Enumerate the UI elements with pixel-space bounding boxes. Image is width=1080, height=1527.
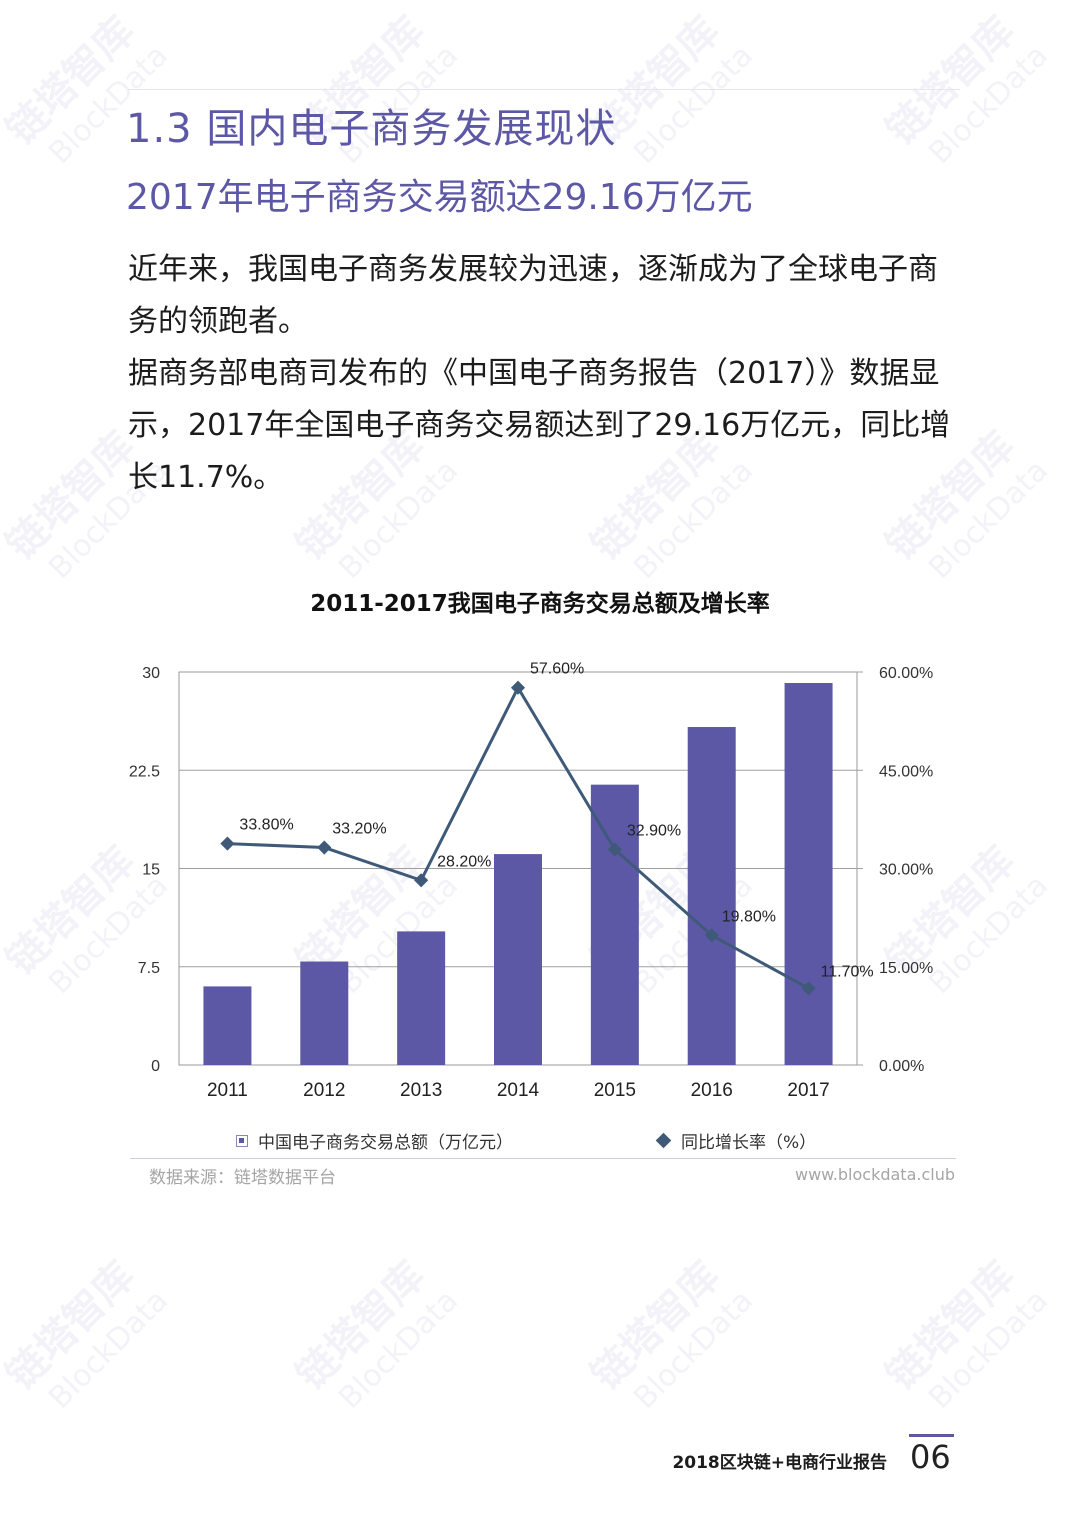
growth-data-label: 57.60% [530, 661, 584, 678]
bar [784, 683, 833, 1065]
data-source: 数据来源：链塔数据平台 [149, 1168, 336, 1188]
chart-title: 2011-2017我国电子商务交易总额及增长率 [310, 591, 770, 617]
y-tick-label: 22.5 [129, 763, 160, 780]
legend-diamond-icon [655, 1132, 672, 1149]
x-tick-label: 2012 [303, 1080, 345, 1101]
svg-text:链塔智库: 链塔智库 [583, 1253, 729, 1399]
y-tick-label: 0 [151, 1058, 160, 1075]
svg-text:链塔智库: 链塔智库 [288, 1253, 434, 1399]
svg-text:链塔智库: 链塔智库 [0, 423, 144, 569]
x-tick-label: 2013 [400, 1080, 442, 1101]
top-divider [128, 89, 960, 90]
svg-text:BlockData: BlockData [627, 38, 760, 171]
growth-data-label: 28.20% [437, 853, 491, 870]
bar [494, 854, 542, 1065]
section-subtitle: 2017年电子商务交易额达29.16万亿元 [126, 177, 753, 218]
growth-point [510, 680, 526, 695]
x-tick-label: 2016 [691, 1080, 733, 1101]
svg-text:链塔智库: 链塔智库 [878, 8, 1024, 154]
legend-item-bar: 中国电子商务交易总额（万亿元） [236, 1128, 513, 1153]
growth-point [704, 928, 719, 943]
svg-text:BlockData: BlockData [42, 1283, 175, 1416]
source-url: www.blockdata.club [795, 1165, 955, 1184]
svg-text:链塔智库: 链塔智库 [0, 1253, 144, 1399]
y2-tick-label: 60.00% [879, 665, 933, 682]
x-tick-label: 2017 [787, 1080, 829, 1101]
page-number-rule [909, 1434, 954, 1437]
svg-text:链塔智库: 链塔智库 [0, 8, 144, 154]
bar [203, 986, 252, 1065]
y-tick-label: 7.5 [138, 960, 160, 977]
source-divider [130, 1158, 956, 1159]
svg-text:BlockData: BlockData [922, 38, 1055, 171]
svg-text:BlockData: BlockData [332, 1283, 465, 1416]
growth-point [220, 836, 235, 851]
bar [590, 784, 639, 1065]
x-tick-label: 2014 [497, 1080, 540, 1101]
growth-point [607, 842, 622, 857]
bar [300, 961, 349, 1065]
growth-point [801, 981, 816, 996]
section-title: 1.3 国内电子商务发展现状 [126, 106, 617, 152]
paragraph-2: 据商务部电商司发布的《中国电子商务报告（2017）》数据显示，2017年全国电子… [128, 356, 951, 495]
bar [397, 931, 446, 1065]
legend-line-label: 同比增长率（%） [681, 1133, 817, 1153]
legend-bar-label: 中国电子商务交易总额（万亿元） [258, 1133, 513, 1153]
x-tick-label: 2011 [207, 1080, 248, 1101]
y2-tick-label: 45.00% [879, 763, 933, 780]
growth-data-label: 33.80% [239, 817, 293, 834]
growth-data-label: 19.80% [722, 908, 776, 925]
ecommerce-chart: 0 0.00% 7.5 15.00% 15 30.00% 22.5 45.00% 30 60.00… [129, 661, 933, 1101]
y2-tick-label: 15.00% [879, 960, 933, 977]
svg-text:BlockData: BlockData [922, 1283, 1055, 1416]
growth-point [414, 873, 429, 888]
y-tick-label: 30 [142, 665, 160, 682]
growth-data-label: 32.90% [627, 823, 681, 840]
page-number: 06 [910, 1438, 951, 1476]
chart-legend: 中国电子商务交易总额（万亿元） 同比增长率（%） [0, 1124, 1080, 1154]
y-tick-label: 15 [142, 862, 160, 879]
body-text: 近年来，我国电子商务发展较为迅速，逐渐成为了全球电子商务的领跑者。 据商务部电商… [128, 244, 958, 504]
growth-data-label: 33.20% [332, 821, 386, 838]
paragraph-1: 近年来，我国电子商务发展较为迅速，逐渐成为了全球电子商务的领跑者。 [128, 252, 938, 339]
svg-text:BlockData: BlockData [627, 1283, 760, 1416]
bar [687, 727, 736, 1065]
y2-tick-label: 0.00% [879, 1058, 924, 1075]
growth-point [317, 840, 332, 855]
y2-tick-label: 30.00% [879, 862, 933, 879]
report-name: 2018区块链+电商行业报告 [672, 1453, 887, 1473]
svg-text:链塔智库: 链塔智库 [878, 1253, 1024, 1399]
growth-data-label: 11.70% [821, 963, 874, 980]
x-tick-label: 2015 [594, 1080, 636, 1101]
legend-item-line: 同比增长率（%） [655, 1128, 817, 1153]
legend-bar-swatch-icon [236, 1134, 248, 1147]
